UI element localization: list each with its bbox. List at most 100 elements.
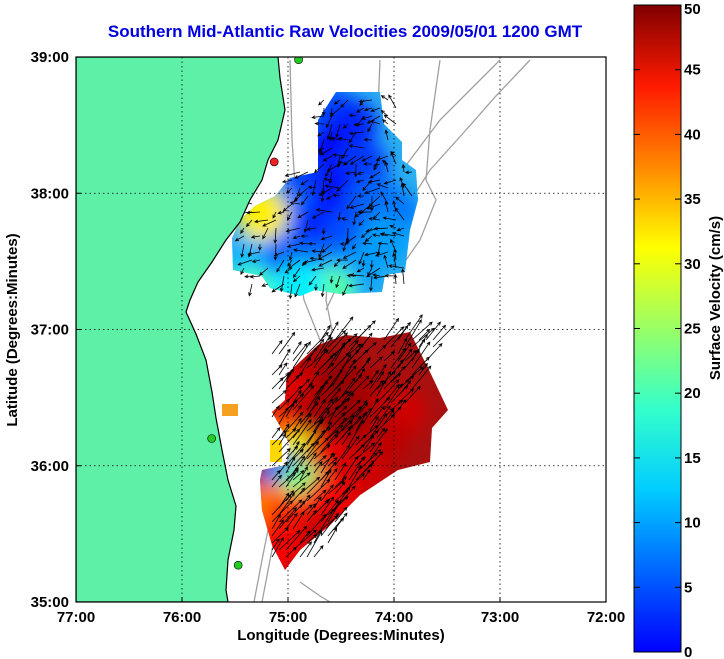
velocity-arrow-230 — [393, 273, 398, 285]
velocity-arrow-352 — [383, 383, 403, 411]
velocity-arrow-270 — [383, 350, 396, 362]
velocity-arrow-299 — [418, 362, 428, 376]
velocity-arrow-59 — [390, 151, 397, 165]
velocity-arrow-303 — [334, 353, 352, 383]
velocity-arrow-69 — [281, 179, 293, 184]
velocity-arrow-516 — [271, 538, 280, 551]
colorbar-tick-label-5: 25 — [684, 321, 701, 338]
velocity-arrow-213 — [329, 275, 334, 284]
velocity-arrow-92 — [332, 193, 341, 198]
velocity-arrow-365 — [355, 402, 369, 418]
velocity-arrow-25 — [367, 123, 373, 133]
velocity-arrow-136 — [285, 227, 301, 233]
velocity-arrow-160 — [273, 243, 278, 261]
velocity-arrow-486 — [271, 493, 292, 516]
velocity-arrow-364 — [341, 399, 361, 418]
colorbar — [633, 4, 682, 653]
velocity-arrow-234 — [334, 316, 354, 341]
velocity-arrow-330 — [369, 380, 384, 397]
y-axis-title: Latitude (Degrees:Minutes) — [4, 233, 21, 426]
velocity-arrow-112 — [277, 210, 285, 215]
velocity-arrow-34 — [330, 136, 341, 141]
velocity-arrow-468 — [292, 482, 306, 495]
velocity-arrow-10 — [363, 107, 373, 112]
velocity-arrow-381 — [383, 408, 395, 425]
velocity-arrow-391 — [376, 413, 396, 432]
velocity-arrow-23 — [342, 123, 349, 129]
velocity-arrow-382 — [285, 411, 304, 432]
velocity-arrow-13 — [311, 115, 325, 120]
velocity-arrow-35 — [337, 136, 349, 141]
velocity-arrow-510 — [327, 512, 348, 537]
velocity-arrow-443 — [278, 461, 288, 474]
velocity-arrow-228 — [342, 283, 349, 297]
velocity-arrow-36 — [363, 137, 373, 142]
velocity-arrow-29 — [317, 131, 325, 137]
velocity-arrow-286 — [390, 347, 406, 369]
velocity-arrow-491 — [320, 496, 335, 516]
velocity-arrow-460 — [362, 468, 371, 481]
velocity-arrow-105 — [366, 203, 381, 210]
velocity-arrow-151 — [345, 235, 357, 244]
velocity-arrow-238 — [404, 314, 423, 341]
velocity-arrow-101 — [282, 203, 293, 212]
velocity-arrow-258 — [348, 343, 362, 355]
velocity-arrow-145 — [234, 235, 245, 242]
velocity-arrow-116 — [315, 208, 333, 213]
velocity-arrow-260 — [362, 341, 377, 355]
velocity-arrow-143 — [389, 224, 397, 229]
velocity-arrow-493 — [271, 500, 294, 523]
velocity-arrow-427 — [341, 435, 360, 460]
velocity-arrow-497 — [320, 499, 339, 523]
velocity-arrow-115 — [311, 211, 325, 219]
velocity-arrow-415 — [278, 428, 301, 453]
velocity-arrow-520 — [271, 536, 284, 558]
velocity-arrow-202 — [356, 267, 365, 273]
colorbar-ticks: 0 5 10 15 20 25 30 35 40 45 50 — [634, 1, 701, 659]
x-tick-label-2: 75:00 — [269, 609, 307, 626]
velocity-arrow-147 — [292, 235, 301, 240]
velocity-arrow-417 — [299, 429, 317, 453]
velocity-arrow-498 — [327, 499, 342, 523]
velocity-arrow-336 — [313, 379, 328, 404]
velocity-arrow-463 — [285, 468, 299, 488]
velocity-arrow-489 — [306, 503, 317, 516]
velocity-arrow-285 — [369, 356, 383, 369]
velocity-arrow-135 — [273, 227, 278, 244]
velocity-arrow-521 — [285, 546, 297, 558]
velocity-arrow-89 — [293, 195, 301, 203]
velocity-arrow-90 — [300, 195, 309, 206]
velocity-arrow-249 — [418, 333, 428, 348]
velocity-arrow-199 — [284, 267, 293, 274]
velocity-arrow-49 — [375, 155, 389, 161]
velocity-arrow-319 — [362, 380, 374, 390]
velocity-arrow-398 — [334, 414, 355, 439]
velocity-arrow-222 — [261, 283, 269, 287]
radar-stations — [207, 57, 303, 570]
velocity-arrow-114 — [297, 211, 309, 219]
velocity-arrow-320 — [369, 363, 387, 390]
velocity-arrow-505 — [334, 517, 345, 530]
velocity-arrow-277 — [299, 347, 318, 369]
velocity-arrow-478 — [320, 484, 334, 502]
velocity-arrow-31 — [348, 131, 357, 144]
velocity-arrow-125 — [253, 219, 269, 224]
velocity-arrow-163 — [307, 241, 317, 246]
velocity-arrow-57 — [373, 163, 381, 167]
velocity-arrow-8 — [329, 107, 341, 118]
velocity-arrow-226 — [314, 283, 318, 292]
velocity-arrow-289 — [411, 341, 431, 369]
velocity-arrow-327 — [320, 382, 335, 397]
velocity-arrow-367 — [369, 396, 391, 418]
velocity-arrow-464 — [292, 472, 311, 488]
velocity-arrow-271 — [397, 342, 412, 362]
velocity-arrow-387 — [341, 420, 353, 432]
velocity-arrow-74 — [336, 179, 349, 192]
velocity-arrow-288 — [404, 349, 420, 369]
x-tick-label-4: 73:00 — [481, 609, 519, 626]
velocity-arrow-310 — [404, 366, 424, 383]
velocity-arrow-220 — [384, 273, 397, 278]
y-tick-label-0: 35:00 — [31, 594, 69, 611]
velocity-arrow-262 — [397, 337, 408, 355]
velocity-arrow-55 — [353, 163, 358, 178]
